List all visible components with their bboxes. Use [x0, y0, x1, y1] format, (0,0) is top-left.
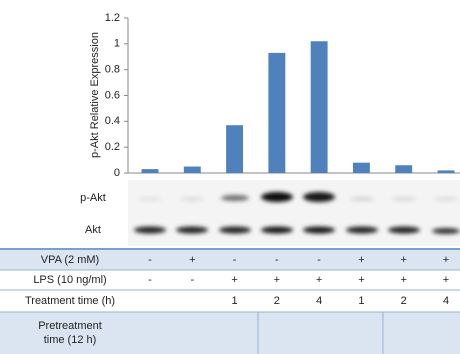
y-tick-label: 0.2 [105, 141, 120, 153]
band [176, 227, 208, 234]
cell: 1 [232, 295, 238, 307]
band [388, 227, 420, 234]
cell: 2 [274, 295, 280, 307]
bar [226, 125, 243, 173]
blot-label: Akt [85, 224, 101, 236]
row-label: LPS (10 ng/ml) [33, 274, 106, 286]
cell: - [233, 254, 237, 266]
bar [311, 41, 328, 173]
cell: + [316, 274, 322, 286]
band [303, 192, 335, 202]
cell: - [317, 254, 321, 266]
band [432, 228, 460, 234]
y-tick-label: 0 [114, 167, 120, 179]
cell: 4 [316, 295, 322, 307]
cell: - [275, 254, 279, 266]
bar [268, 53, 285, 173]
band [346, 227, 378, 234]
cell: + [358, 274, 364, 286]
cell: - [190, 274, 194, 286]
blot-label: p-Akt [80, 192, 106, 204]
y-axis-label: p-Akt Relative Expression [89, 32, 101, 158]
y-tick-label: 1 [114, 38, 120, 50]
band [219, 227, 251, 234]
band [303, 227, 335, 234]
band [392, 197, 416, 201]
cell: - [148, 274, 152, 286]
cell: + [443, 274, 449, 286]
row-label: VPA (2 mM) [41, 254, 99, 266]
band [350, 197, 374, 201]
band [434, 197, 458, 201]
bar [353, 163, 370, 173]
y-tick-label: 0.6 [105, 89, 120, 101]
band [180, 197, 204, 201]
bar [142, 169, 159, 173]
row-label: Treatment time (h) [25, 295, 115, 307]
bar [184, 167, 201, 173]
cell: + [274, 274, 280, 286]
cell: + [358, 254, 364, 266]
cell: + [189, 254, 195, 266]
cell: + [231, 274, 237, 286]
cell: 1 [358, 295, 364, 307]
y-tick-label: 0.8 [105, 64, 120, 76]
bar [438, 170, 455, 173]
cell: + [400, 274, 406, 286]
bar [395, 165, 412, 173]
y-tick-label: 0.4 [105, 115, 120, 127]
cell: 2 [401, 295, 407, 307]
band [221, 195, 249, 201]
cell: + [400, 254, 406, 266]
y-tick-label: 1.2 [105, 12, 120, 24]
band [261, 227, 293, 234]
row-label: time (12 h) [44, 334, 97, 346]
cell: 4 [443, 295, 449, 307]
band [138, 197, 162, 201]
figure: p-Akt Relative Expression p-Akt Akt 0 0.2… [0, 0, 460, 354]
blot-background [128, 180, 460, 246]
band [261, 192, 293, 202]
cell: - [148, 254, 152, 266]
row-label: Pretreatment [38, 320, 102, 332]
band [134, 227, 166, 234]
cell: + [443, 254, 449, 266]
